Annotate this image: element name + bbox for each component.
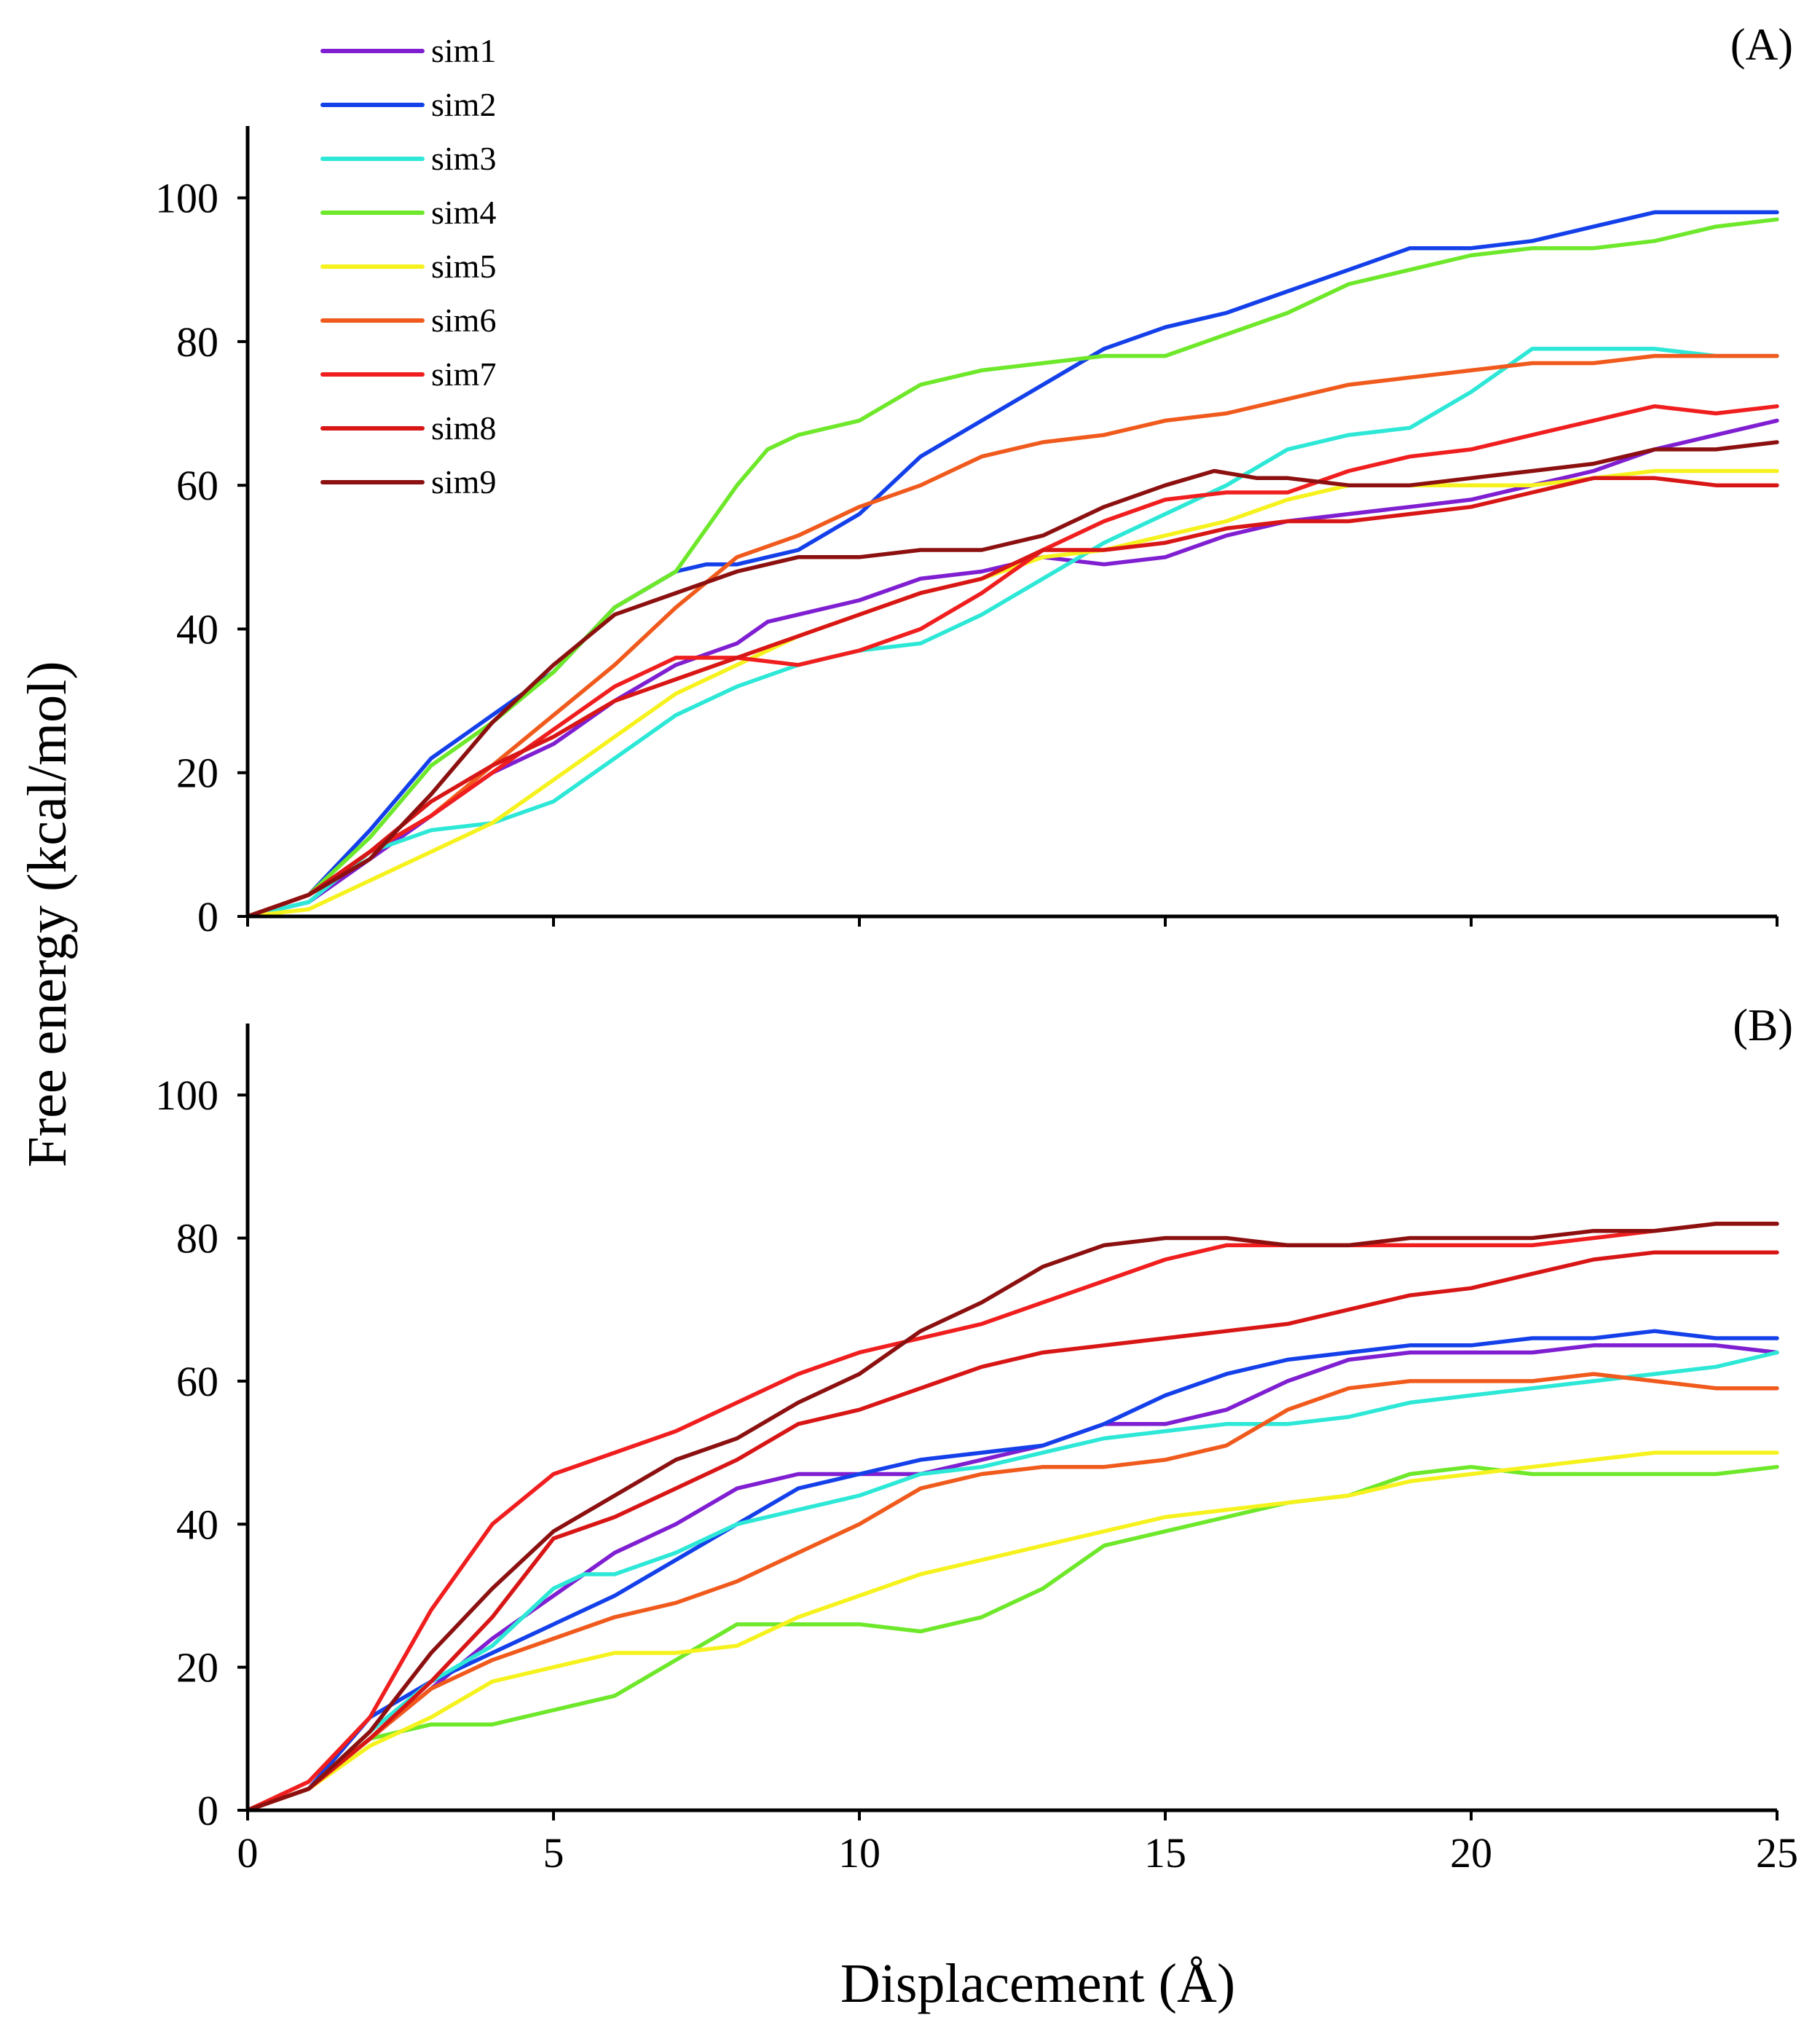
series-line-sim8 <box>245 1250 1779 1812</box>
y-tick-label: 0 <box>197 1787 218 1834</box>
y-tick-label: 100 <box>155 175 218 222</box>
series-line-sim3 <box>245 347 1779 919</box>
panel-b-chart: 0 20 40 60 80 100 0 5 10 15 20 25 (B) <box>155 1001 1798 1877</box>
x-axis-title: Displacement (Å) <box>840 1953 1235 2014</box>
panel-label: (B) <box>1733 1001 1793 1050</box>
legend-item-sim7: sim7 <box>320 355 496 393</box>
legend-item-sim5: sim5 <box>320 248 496 285</box>
series-line-sim7 <box>245 1222 1779 1812</box>
y-tick-label: 100 <box>155 1072 218 1119</box>
x-tick-label: 15 <box>1144 1829 1186 1877</box>
series-line-sim1 <box>245 418 1779 919</box>
x-tick-label: 10 <box>838 1829 881 1877</box>
legend-label: sim4 <box>431 194 496 231</box>
y-tick-label: 40 <box>176 1501 218 1548</box>
y-tick-label: 60 <box>176 462 218 509</box>
series-line-sim2 <box>245 1329 1779 1812</box>
series-line-sim5 <box>245 1450 1779 1812</box>
legend-item-sim3: sim3 <box>320 140 496 177</box>
series-line-sim5 <box>245 468 1779 919</box>
y-tick-label: 40 <box>176 605 218 653</box>
legend-label: sim5 <box>431 248 496 285</box>
x-tick-label: 5 <box>543 1829 564 1877</box>
legend-label: sim9 <box>431 463 496 500</box>
legend-label: sim3 <box>431 140 496 177</box>
y-tick-label: 0 <box>197 893 218 940</box>
y-tick-label: 80 <box>176 318 218 366</box>
series-line-sim8 <box>245 476 1779 919</box>
panel-a-chart: 0 20 40 60 80 100 (A) <box>155 20 1793 940</box>
legend-item-sim2: sim2 <box>320 86 496 123</box>
legend-label: sim7 <box>431 355 496 393</box>
y-tick-label: 20 <box>176 1644 218 1692</box>
legend-label: sim6 <box>431 302 496 339</box>
series-line-sim1 <box>245 1343 1779 1812</box>
legend-item-sim4: sim4 <box>320 194 496 231</box>
legend-item-sim9: sim9 <box>320 463 496 500</box>
legend-label: sim2 <box>431 86 496 123</box>
legend-item-sim8: sim8 <box>320 409 496 447</box>
legend-item-sim6: sim6 <box>320 302 496 339</box>
x-tick-label: 20 <box>1450 1829 1492 1877</box>
x-tick-label: 0 <box>237 1829 259 1877</box>
y-tick-label: 20 <box>176 750 218 797</box>
series-line-sim3 <box>245 1350 1779 1812</box>
legend-label: sim1 <box>431 32 496 69</box>
series-line-sim9 <box>245 1222 1779 1812</box>
series-line-sim6 <box>245 353 1779 919</box>
series-line-sim9 <box>245 440 1779 919</box>
y-tick-label: 80 <box>176 1215 218 1262</box>
series-line-sim6 <box>245 1372 1779 1812</box>
legend-item-sim1: sim1 <box>320 32 496 69</box>
series-line-sim7 <box>245 404 1779 919</box>
x-tick-label: 25 <box>1756 1829 1798 1877</box>
y-axis-title: Free energy (kcal/mol) <box>17 661 78 1168</box>
legend: sim1 sim2 sim3 sim4 sim5 sim6 sim7 sim8 sim9 <box>320 32 496 500</box>
legend-label: sim8 <box>431 409 496 447</box>
panel-label: (A) <box>1730 20 1793 70</box>
series-line-sim4 <box>245 1464 1779 1812</box>
y-tick-label: 60 <box>176 1358 218 1405</box>
